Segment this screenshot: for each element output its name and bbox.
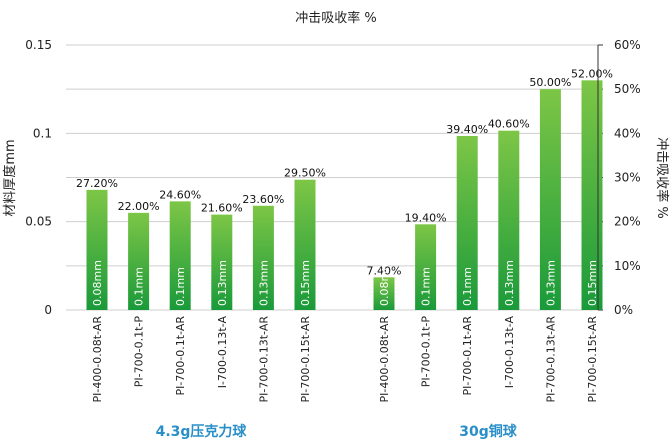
right-tick-label: 60% <box>614 38 641 52</box>
bar-thickness-label: 0.13mm <box>544 260 557 306</box>
category-label: PI-700-0.1t-AR <box>461 316 474 396</box>
bar <box>252 205 274 310</box>
category-label: PI-700-0.15t-AR <box>586 316 599 403</box>
left-axis-ticks: 0 0.05 0.1 0.15 <box>25 38 52 317</box>
bar <box>211 214 233 310</box>
category-label: I-700-0.13t-A <box>216 316 229 389</box>
left-tick-label: 0.1 <box>33 126 52 140</box>
bar-value-label: 7.40% <box>367 264 402 277</box>
bars <box>86 80 603 311</box>
right-tick-label: 10% <box>614 259 641 273</box>
category-label: PI-700-0.13t-AR <box>544 316 557 403</box>
right-tick-label: 0% <box>614 303 633 317</box>
bar <box>456 135 478 310</box>
bar-value-label: 50.00% <box>529 76 571 89</box>
data-labels: 27.20% 0.08mm 22.00% 0.1mm 24.60% 0.1mm 21.60%… <box>76 67 613 306</box>
bar-thickness-label: 0.15mm <box>299 260 312 306</box>
bar-value-label: 19.40% <box>405 211 447 224</box>
grid-lines <box>66 44 598 311</box>
category-label: PI-700-0.1t-P <box>420 316 433 388</box>
bar-thickness-label: 0.1mm <box>133 267 146 306</box>
right-tick-label: 30% <box>614 171 641 185</box>
category-label: I-700-0.13t-A <box>503 316 516 389</box>
group-label: 4.3g压克力球 <box>156 423 248 440</box>
category-labels: PI-400-0.08t-AR PI-700-0.1t-P PI-700-0.1t-… <box>91 316 599 403</box>
bar-thickness-label: 0.1mm <box>420 267 433 306</box>
bar <box>128 212 150 310</box>
right-tick-label: 50% <box>614 82 641 96</box>
right-tick-label: 20% <box>614 215 641 229</box>
left-tick-label: 0.05 <box>25 215 52 229</box>
bar-thickness-label: 0.13mm <box>216 260 229 306</box>
right-axis-title: 冲击吸收率 % <box>654 137 670 219</box>
category-label: PI-400-0.08t-AR <box>378 316 391 403</box>
category-label: PI-700-0.13t-AR <box>257 316 270 403</box>
left-tick-label: 0 <box>44 303 52 317</box>
chart-title: 冲击吸收率 % <box>295 10 377 26</box>
bar <box>373 277 395 310</box>
left-tick-label: 0.15 <box>25 38 52 52</box>
bar-thickness-label: 0.08mm <box>378 260 391 306</box>
bar-value-label: 27.20% <box>76 177 118 190</box>
bar-value-label: 39.40% <box>446 123 488 136</box>
category-label: PI-700-0.1t-P <box>133 316 146 388</box>
category-label: PI-700-0.15t-AR <box>299 316 312 403</box>
bar <box>294 179 316 310</box>
bar <box>581 80 603 310</box>
bar <box>539 89 561 311</box>
bar-value-label: 21.60% <box>201 202 243 215</box>
bar-value-label: 23.60% <box>242 193 284 206</box>
bar-thickness-label: 0.08mm <box>91 260 104 306</box>
category-label: PI-400-0.08t-AR <box>91 316 104 403</box>
bar <box>86 189 108 310</box>
bar-thickness-label: 0.1mm <box>174 267 187 306</box>
bar-value-label: 52.00% <box>571 67 613 80</box>
bar-thickness-label: 0.13mm <box>257 260 270 306</box>
bar <box>169 201 191 310</box>
bar-value-label: 40.60% <box>488 118 530 131</box>
bar <box>498 130 520 310</box>
category-label: PI-700-0.1t-AR <box>174 316 187 396</box>
bar-thickness-label: 0.1mm <box>461 267 474 306</box>
bar-value-label: 24.60% <box>159 188 201 201</box>
bar <box>415 224 437 310</box>
group-label: 30g铜球 <box>459 423 518 440</box>
bar-thickness-label: 0.13mm <box>503 260 516 306</box>
right-tick-label: 40% <box>614 126 641 140</box>
bar-value-label: 29.50% <box>284 167 326 180</box>
group-labels: 4.3g压克力球 30g铜球 <box>156 423 518 440</box>
right-axis-ticks: 0% 10% 20% 30% 40% 50% 60% <box>598 38 641 317</box>
bar-value-label: 22.00% <box>118 200 160 213</box>
left-axis-title: 材料厚度mm <box>2 139 18 216</box>
bar-thickness-label: 0.15mm <box>586 260 599 306</box>
